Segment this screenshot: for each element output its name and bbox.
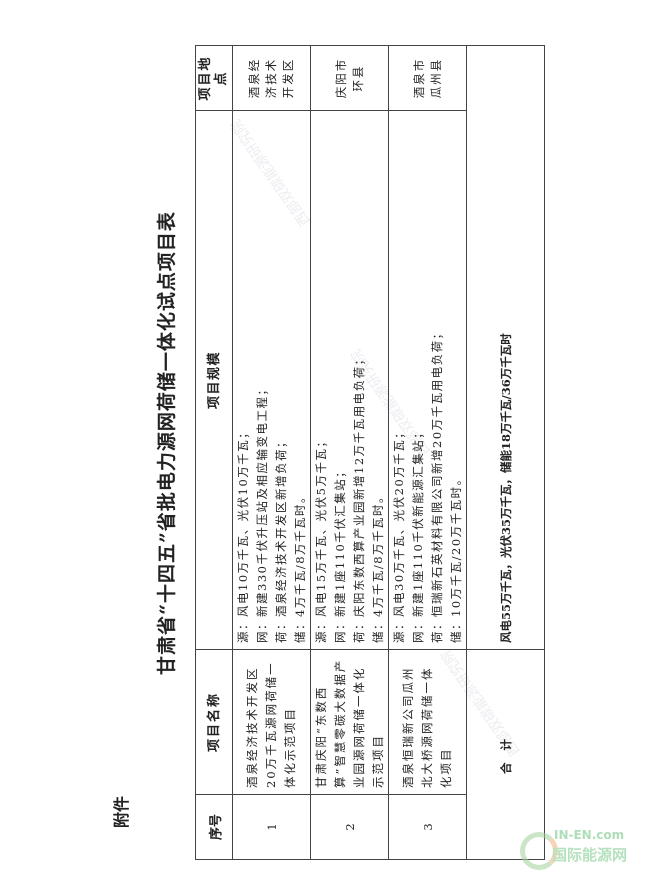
header-location: 项目地点 bbox=[195, 45, 233, 111]
header-scale: 项目规模 bbox=[195, 110, 233, 650]
total-row: 合 计 风电55万千瓦，光伏35万千瓦，储能18万千瓦/36万千瓦时 bbox=[466, 45, 545, 860]
scale-load: 荷：酒泉经济技术开发区新增负荷； bbox=[273, 435, 288, 643]
scale-source: 源：风电15万千瓦、光伏5万千瓦； bbox=[313, 434, 328, 643]
header-name: 项目名称 bbox=[195, 649, 233, 795]
scale-storage: 储：4万千瓦/8万千瓦时。 bbox=[292, 489, 307, 643]
attachment-label: 附件 bbox=[112, 795, 131, 828]
row-scale: 源：风电30万千瓦、光伏20万千瓦； 网：新建1座110千伏新能源汇集站； 荷：… bbox=[388, 110, 467, 650]
scale-storage: 储：4万千瓦/8万千瓦时。 bbox=[370, 489, 385, 643]
logo-en-text: IN-EN.com bbox=[554, 828, 625, 842]
table-header-row: 序号 项目名称 项目规模 项目地点 bbox=[195, 45, 233, 860]
in-en-logo: IN-EN.com 国际能源网 bbox=[516, 818, 646, 878]
header-no: 序号 bbox=[195, 794, 233, 860]
row-scale: 源：风电10万千瓦、光伏10万千瓦； 网：新建330千伏升压站及相应输变电工程；… bbox=[232, 110, 311, 650]
scale-source: 源：风电30万千瓦、光伏20万千瓦； bbox=[391, 425, 406, 643]
row-name: 酒泉经济技术开发区20万千瓦源网荷储一体化示范项目 bbox=[232, 649, 311, 795]
scale-storage: 储：10万千瓦/20万千瓦时。 bbox=[448, 472, 463, 643]
table-row: 2 甘肃庆阳“东数西算”智慧零碳大数据产业园源网荷储一体化示范项目 源：风电15… bbox=[310, 45, 389, 860]
scale-grid: 网：新建1座110千伏汇集站； bbox=[332, 464, 347, 643]
scale-grid: 网：新建330千伏升压站及相应输变电工程； bbox=[254, 382, 269, 643]
row-location: 酒泉市瓜州县 bbox=[388, 45, 467, 111]
logo-mark-icon bbox=[520, 832, 558, 870]
scale-grid: 网：新建1座110千伏新能源汇集站； bbox=[410, 425, 425, 643]
row-name: 甘肃庆阳“东数西算”智慧零碳大数据产业园源网荷储一体化示范项目 bbox=[310, 649, 389, 795]
row-no: 1 bbox=[232, 794, 311, 860]
row-name: 酒泉恒瑞新公司瓜州北大桥源网荷储一体化项目 bbox=[388, 649, 467, 795]
total-value: 风电55万千瓦，光伏35万千瓦，储能18万千瓦/36万千瓦时 bbox=[466, 45, 545, 650]
row-location: 庆阳市环县 bbox=[310, 45, 389, 111]
row-no: 2 bbox=[310, 794, 389, 860]
logo-cn-text: 国际能源网 bbox=[552, 846, 628, 864]
table-row: 3 酒泉恒瑞新公司瓜州北大桥源网荷储一体化项目 源：风电30万千瓦、光伏20万千… bbox=[388, 45, 467, 860]
scale-load: 荷：庆阳东数西算产业园新增12万千瓦用电负荷； bbox=[351, 352, 366, 643]
row-location: 酒泉经济技术开发区 bbox=[232, 45, 311, 111]
document-title: 甘肃省“十四五”省批电力源网荷储一体化试点项目表 bbox=[156, 211, 178, 675]
scale-source: 源：风电10万千瓦、光伏10万千瓦； bbox=[235, 425, 250, 643]
row-scale: 源：风电15万千瓦、光伏5万千瓦； 网：新建1座110千伏汇集站； 荷：庆阳东数… bbox=[310, 110, 389, 650]
row-no: 3 bbox=[388, 794, 467, 860]
scale-load: 荷：恒瑞新石英材料有限公司新增20万千瓦用电负荷； bbox=[429, 326, 444, 643]
table-row: 1 酒泉经济技术开发区20万千瓦源网荷储一体化示范项目 源：风电10万千瓦、光伏… bbox=[232, 45, 311, 860]
project-table: 序号 项目名称 项目规模 项目地点 1 酒泉经济技术开发区20万千瓦源网荷储一体… bbox=[195, 45, 545, 860]
